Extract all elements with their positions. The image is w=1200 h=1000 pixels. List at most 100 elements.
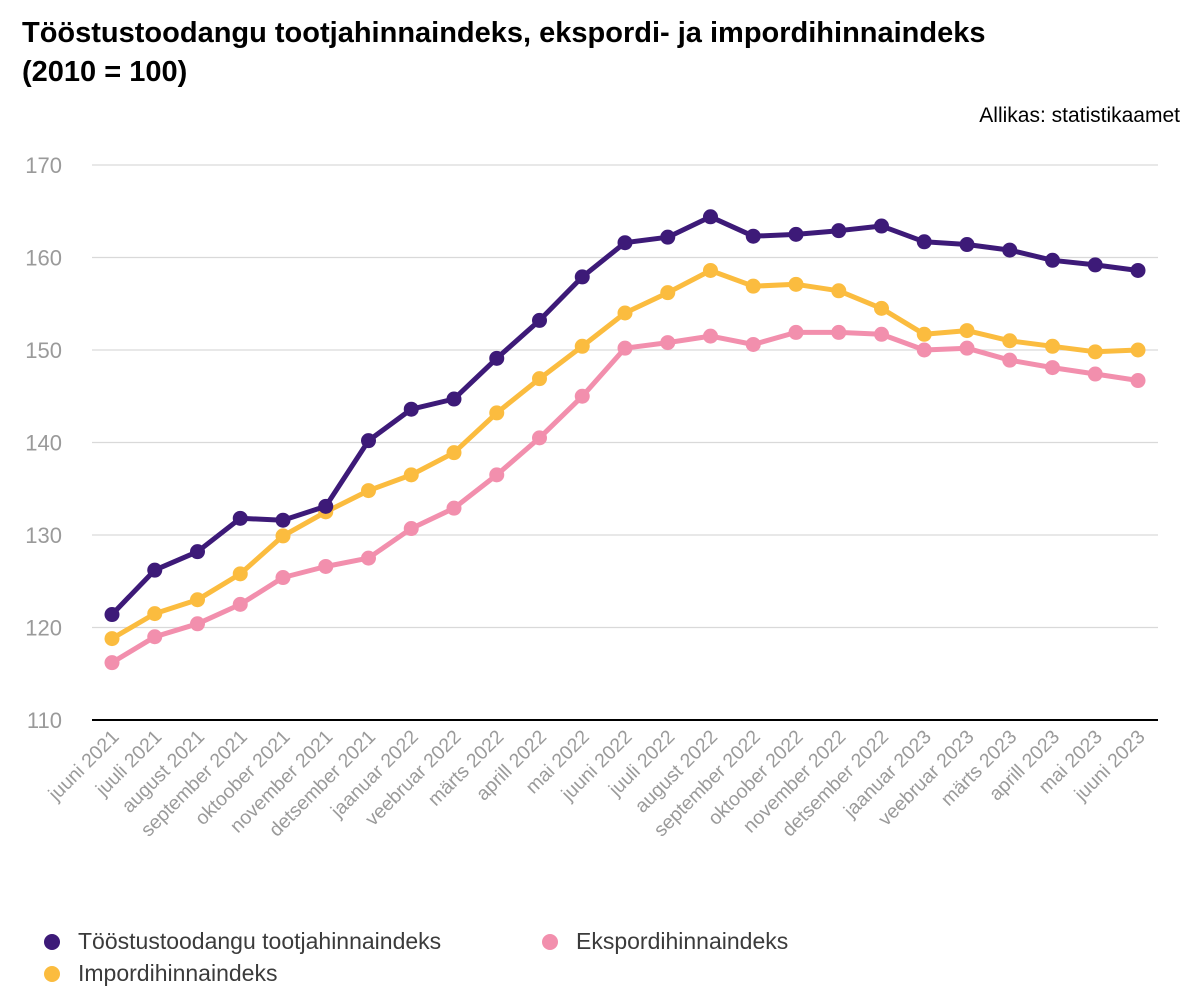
series-line xyxy=(109,268,1141,642)
y-tick-label: 170 xyxy=(25,153,62,178)
data-point xyxy=(318,558,334,574)
data-point xyxy=(1130,342,1146,358)
data-point xyxy=(232,510,248,526)
data-point xyxy=(489,350,505,366)
series-line xyxy=(109,329,1141,666)
data-point xyxy=(232,566,248,582)
data-point xyxy=(190,544,205,560)
legend-item-export: Ekspordihinnaindeks xyxy=(542,928,788,955)
data-point xyxy=(1002,352,1018,368)
data-point xyxy=(660,229,676,245)
data-point xyxy=(446,500,462,516)
chart-title-line-2: (2010 = 100) xyxy=(22,56,188,88)
legend: Tööstustoodangu tootjahinnaindeks Ekspor… xyxy=(44,928,1164,992)
data-point xyxy=(1002,333,1018,349)
data-point xyxy=(403,521,419,537)
data-point xyxy=(1002,242,1018,258)
y-tick-label: 150 xyxy=(25,338,62,363)
y-tick-label: 140 xyxy=(25,431,62,456)
y-tick-label: 130 xyxy=(25,523,62,548)
legend-label: Ekspordihinnaindeks xyxy=(576,928,789,954)
legend-marker-icon xyxy=(542,933,558,950)
data-point xyxy=(617,235,633,251)
data-point xyxy=(660,335,676,351)
data-point xyxy=(574,269,590,285)
data-point xyxy=(147,629,163,645)
series xyxy=(104,262,1146,647)
data-point xyxy=(745,278,761,294)
data-point xyxy=(660,285,676,301)
data-point xyxy=(104,607,120,623)
data-point xyxy=(532,312,547,328)
y-tick-label: 110 xyxy=(27,708,62,733)
data-point xyxy=(617,340,633,356)
legend-label: Tööstustoodangu tootjahinnaindeks xyxy=(78,928,442,954)
data-point xyxy=(788,276,804,292)
y-tick-label: 160 xyxy=(25,246,62,271)
data-point xyxy=(916,342,932,358)
data-point xyxy=(703,328,718,344)
legend-item-import: Impordihinnaindeks xyxy=(44,960,277,987)
y-axis-ticks: 110 120 130 140 150 160 170 xyxy=(25,153,62,733)
data-point xyxy=(1045,360,1060,376)
data-point xyxy=(489,405,505,421)
data-point xyxy=(788,324,804,340)
data-point xyxy=(745,228,761,244)
legend-marker-icon xyxy=(44,933,60,950)
data-point xyxy=(1130,373,1146,389)
data-point xyxy=(874,218,889,234)
data-point xyxy=(104,655,120,671)
data-point xyxy=(831,283,847,299)
data-point xyxy=(1045,252,1060,268)
data-point xyxy=(959,237,975,253)
data-point xyxy=(104,631,120,647)
data-point xyxy=(532,371,547,387)
series xyxy=(104,209,1146,623)
data-point xyxy=(361,433,376,449)
data-point xyxy=(446,445,462,461)
data-point xyxy=(617,305,633,321)
data-point xyxy=(1045,338,1060,354)
data-point xyxy=(874,300,889,316)
data-point xyxy=(788,226,804,242)
data-point xyxy=(959,323,975,339)
data-point xyxy=(1087,257,1103,273)
data-point xyxy=(147,606,163,622)
series xyxy=(104,324,1146,671)
data-point xyxy=(745,336,761,352)
chart-title: Tööstustoodangu tootjahinnaindeks, ekspo… xyxy=(22,14,1172,92)
data-point xyxy=(403,467,419,483)
data-point xyxy=(959,340,975,356)
data-point xyxy=(831,324,847,340)
data-point xyxy=(275,528,291,544)
data-point xyxy=(361,483,376,499)
data-point xyxy=(147,562,163,578)
data-point xyxy=(703,262,718,278)
data-point xyxy=(831,223,847,239)
y-tick-label: 120 xyxy=(25,616,62,641)
data-point xyxy=(489,467,505,483)
data-point xyxy=(874,326,889,342)
data-point xyxy=(446,391,462,407)
data-point xyxy=(916,234,932,250)
data-point xyxy=(703,209,718,225)
data-point xyxy=(232,596,248,612)
data-point xyxy=(532,430,547,446)
series-group xyxy=(104,209,1146,671)
legend-item-producer: Tööstustoodangu tootjahinnaindeks xyxy=(44,928,441,955)
data-point xyxy=(361,550,376,566)
data-point xyxy=(574,338,590,354)
data-point xyxy=(275,512,291,528)
data-point xyxy=(275,570,291,586)
data-point xyxy=(190,592,205,608)
data-point xyxy=(916,326,932,342)
data-point xyxy=(574,388,590,404)
chart-title-line-1: Tööstustoodangu tootjahinnaindeks, ekspo… xyxy=(22,17,986,49)
source-note: Allikas: statistikaamet xyxy=(979,104,1180,127)
data-point xyxy=(403,401,419,417)
data-point xyxy=(1087,344,1103,360)
legend-marker-icon xyxy=(44,965,60,982)
legend-label: Impordihinnaindeks xyxy=(78,960,278,986)
